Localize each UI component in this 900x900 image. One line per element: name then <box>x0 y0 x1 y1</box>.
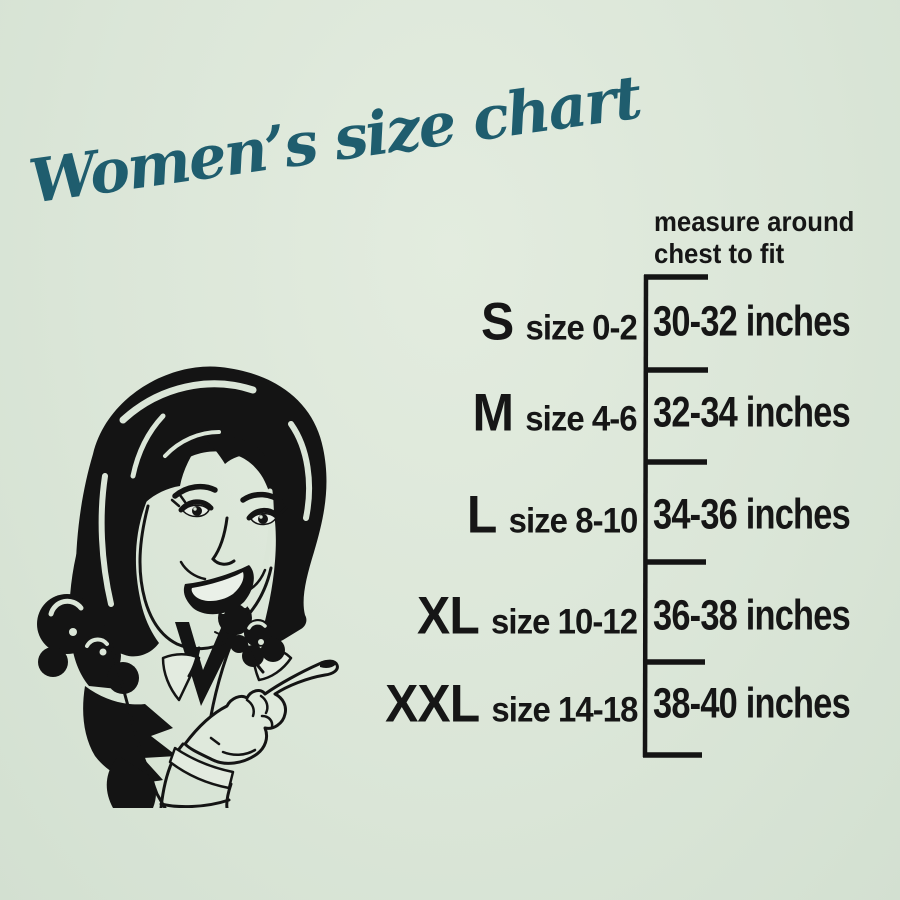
chest-measurement: 34-36 inches <box>653 490 851 539</box>
size-letter: XXL <box>384 674 480 734</box>
page-title: Women’s size chart <box>25 62 645 218</box>
chest-measurement: 36-38 inches <box>653 591 851 640</box>
face-outline <box>138 504 273 651</box>
mouth <box>183 565 254 615</box>
chest-measurement: 38-40 inches <box>653 679 851 728</box>
size-bracket <box>642 274 708 758</box>
size-letter: L <box>466 485 497 545</box>
hand-creases <box>209 694 274 756</box>
neck <box>187 638 265 678</box>
hair-curl-highlights-left <box>48 598 109 656</box>
size-letter: XL <box>416 586 480 646</box>
retro-woman-pointing <box>37 366 339 808</box>
eyebrows <box>172 483 284 505</box>
hair-tips <box>83 686 177 782</box>
size-range: size 10-12 <box>490 602 638 642</box>
nose <box>211 516 236 566</box>
measure-note-line2: chest to fit <box>654 237 785 269</box>
fingernail <box>320 659 336 668</box>
measure-note-line1: measure around <box>654 206 855 237</box>
hair-front-rolls <box>146 436 265 502</box>
hair <box>75 366 327 657</box>
hair-highlights <box>98 380 313 607</box>
size-range: size 14-18 <box>490 690 638 730</box>
cuff <box>168 746 235 790</box>
jacket-shoulder <box>106 756 156 808</box>
chest-measurement: 32-34 inches <box>653 388 851 437</box>
size-range: size 0-2 <box>525 308 638 348</box>
measure-note: measure around chest to fit <box>654 206 854 270</box>
size-range: size 8-10 <box>508 501 638 541</box>
woman-illustration <box>37 366 339 808</box>
pointing-hand <box>183 659 339 765</box>
left-eye <box>170 493 214 518</box>
right-eye <box>246 505 289 526</box>
chest-measurement: 30-32 inches <box>653 297 851 346</box>
size-range: size 4-6 <box>525 399 638 439</box>
size-letter: S <box>481 292 514 352</box>
size-letter: M <box>472 383 515 443</box>
